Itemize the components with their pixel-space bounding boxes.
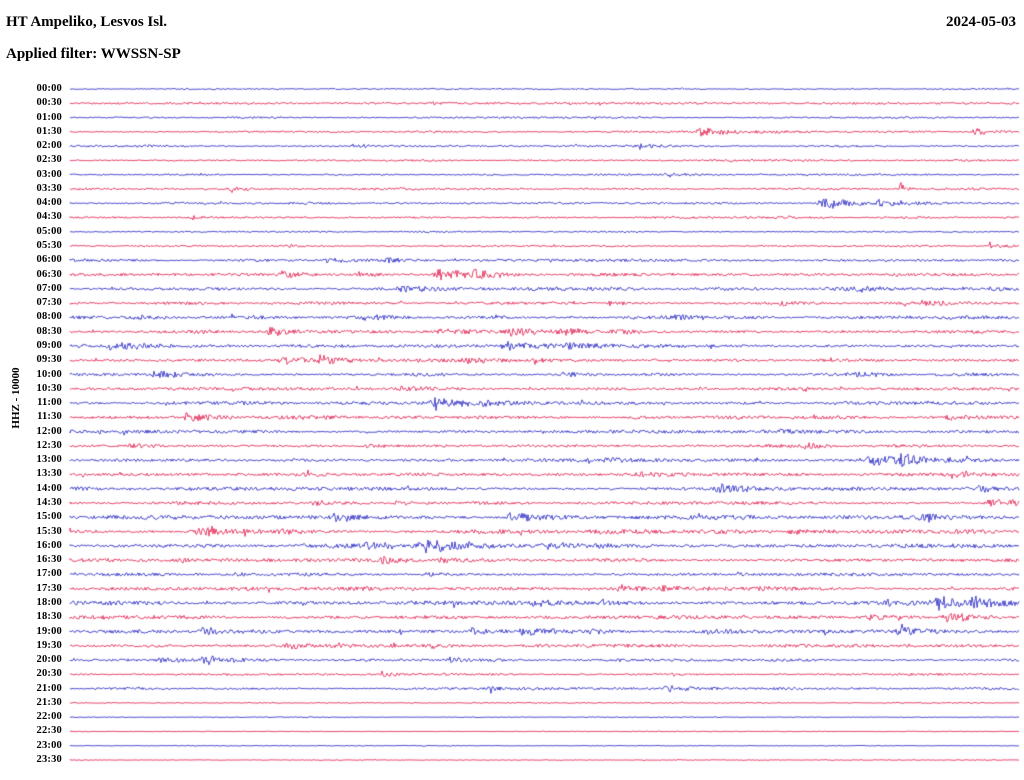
time-label: 08:00 — [36, 311, 62, 323]
time-label: 06:30 — [36, 268, 62, 280]
time-label: 13:30 — [36, 468, 62, 480]
time-label: 19:00 — [36, 625, 62, 637]
time-label: 09:30 — [36, 354, 62, 366]
time-label: 17:00 — [36, 568, 62, 580]
time-label: 14:00 — [36, 482, 62, 494]
time-label: 20:30 — [36, 668, 62, 680]
time-label: 04:30 — [36, 211, 62, 223]
time-label: 16:30 — [36, 554, 62, 566]
time-label: 09:00 — [36, 339, 62, 351]
time-label: 11:30 — [37, 411, 62, 423]
time-label: 12:00 — [36, 425, 62, 437]
time-label: 03:30 — [36, 182, 62, 194]
time-label: 05:00 — [36, 225, 62, 237]
time-label: 07:30 — [36, 297, 62, 309]
date-label: 2024-05-03 — [946, 14, 1016, 30]
time-label: 13:00 — [36, 454, 62, 466]
time-label: 15:30 — [36, 525, 62, 537]
time-label: 01:00 — [36, 111, 62, 123]
time-label: 03:00 — [36, 168, 62, 180]
station-title: HT Ampeliko, Lesvos Isl. — [6, 14, 168, 30]
time-label: 01:30 — [36, 125, 62, 137]
time-label: 00:30 — [36, 97, 62, 109]
time-label: 04:00 — [36, 197, 62, 209]
time-label: 11:00 — [37, 397, 62, 409]
filter-label: Applied filter: WWSSN-SP — [6, 46, 181, 62]
time-label: 18:30 — [36, 611, 62, 623]
time-label: 18:00 — [36, 596, 62, 608]
time-label: 12:30 — [36, 439, 62, 451]
time-label: 21:00 — [36, 682, 62, 694]
time-label: 05:30 — [36, 240, 62, 252]
time-label: 20:00 — [36, 654, 62, 666]
time-label: 21:30 — [36, 696, 62, 708]
time-label: 02:00 — [36, 140, 62, 152]
time-label: 07:00 — [36, 282, 62, 294]
time-label: 00:00 — [36, 83, 62, 94]
time-label: 08:30 — [36, 325, 62, 337]
time-label: 19:30 — [36, 639, 62, 651]
time-label: 10:30 — [36, 382, 62, 394]
time-label: 23:00 — [36, 739, 62, 751]
time-label: 14:30 — [36, 497, 62, 509]
time-label: 22:00 — [36, 711, 62, 723]
time-label: 06:00 — [36, 254, 62, 266]
time-label: 23:30 — [36, 754, 62, 766]
time-label: 17:30 — [36, 582, 62, 594]
time-label: 02:30 — [36, 154, 62, 166]
time-label: 15:00 — [36, 511, 62, 523]
time-label: 22:30 — [36, 725, 62, 737]
time-label: 10:00 — [36, 368, 62, 380]
time-label: 16:00 — [36, 539, 62, 551]
